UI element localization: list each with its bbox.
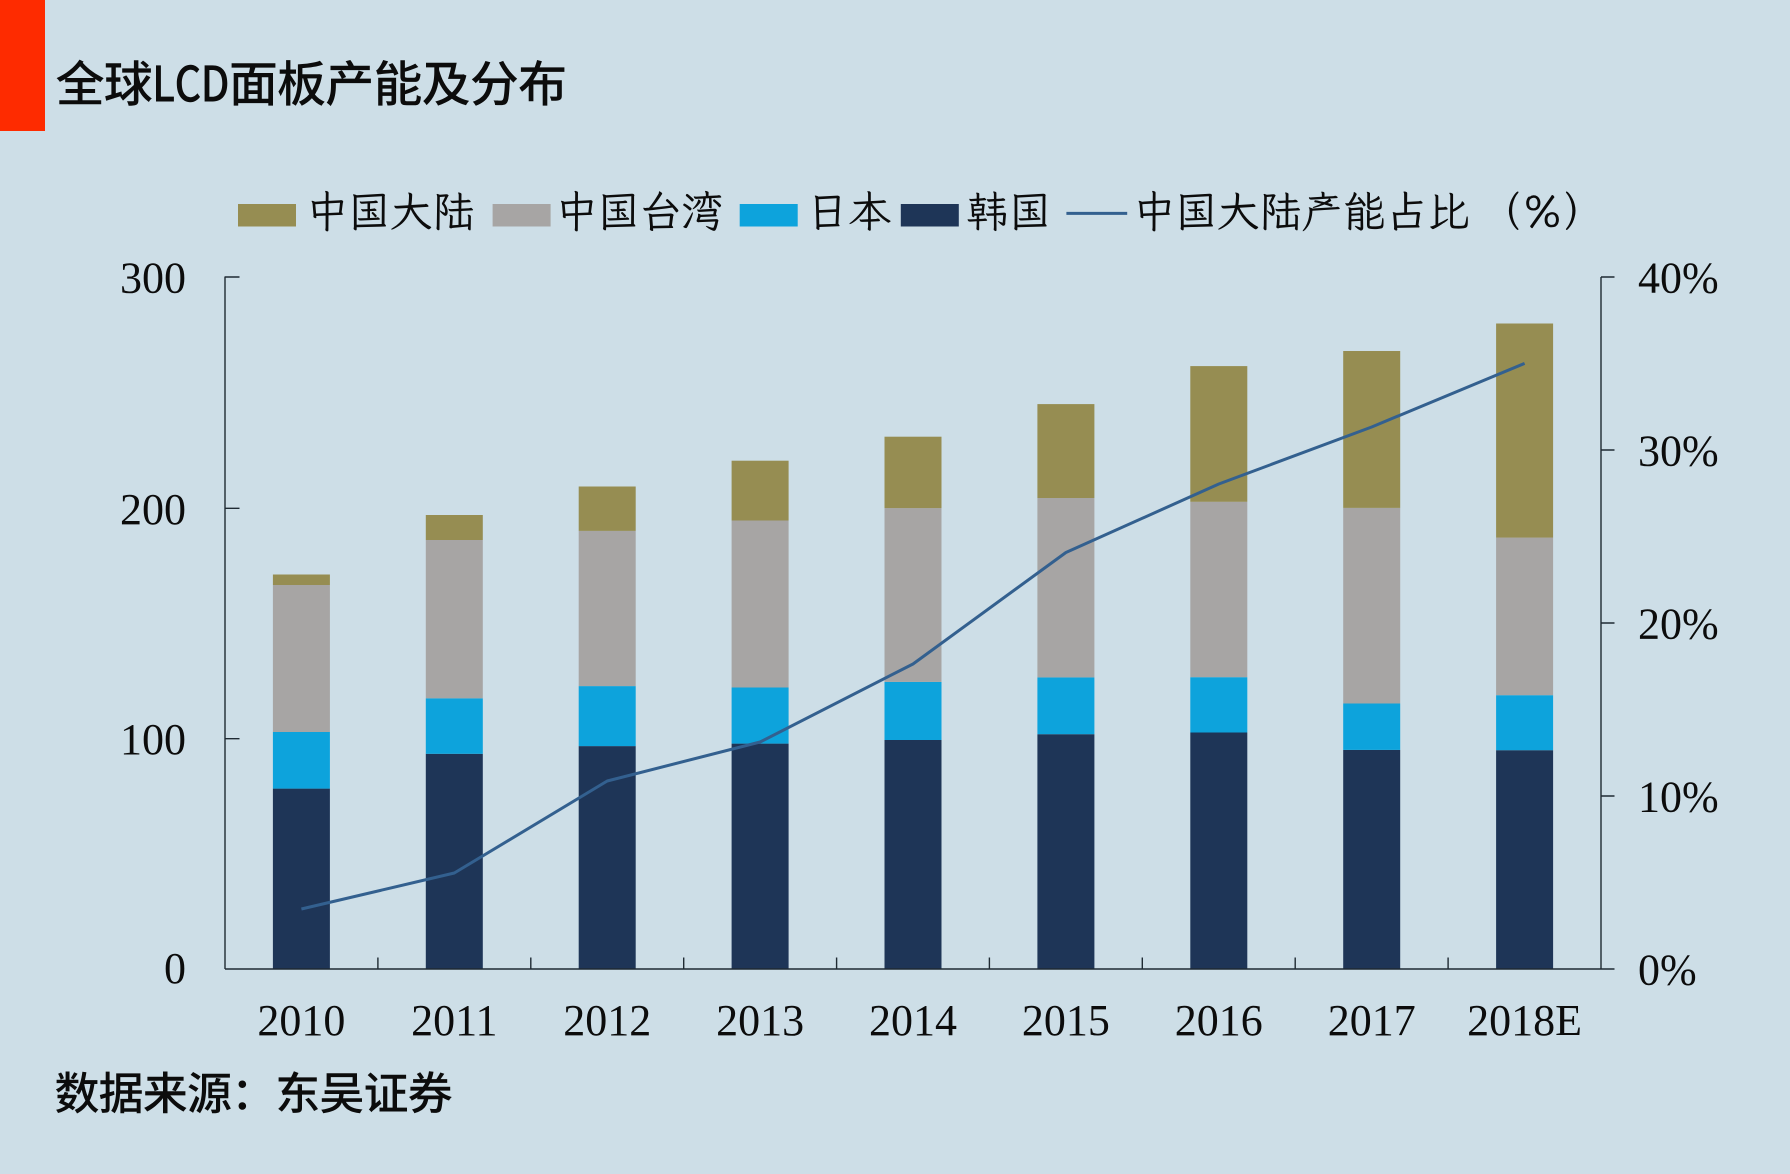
svg-text:200: 200	[120, 485, 186, 534]
svg-text:20%: 20%	[1638, 600, 1719, 649]
svg-text:0: 0	[164, 944, 186, 993]
svg-text:100: 100	[120, 715, 186, 764]
svg-text:2016: 2016	[1175, 996, 1263, 1045]
svg-text:2013: 2013	[716, 996, 804, 1045]
svg-text:2012: 2012	[563, 996, 651, 1045]
svg-text:0%: 0%	[1638, 946, 1697, 995]
svg-text:2017: 2017	[1328, 996, 1416, 1045]
svg-text:300: 300	[120, 254, 186, 303]
svg-text:2010: 2010	[257, 996, 345, 1045]
svg-text:2015: 2015	[1022, 996, 1110, 1045]
svg-text:40%: 40%	[1638, 254, 1719, 303]
svg-text:2011: 2011	[411, 996, 497, 1045]
svg-text:10%: 10%	[1638, 773, 1719, 822]
svg-text:30%: 30%	[1638, 427, 1719, 476]
svg-text:2014: 2014	[869, 996, 957, 1045]
svg-text:2018E: 2018E	[1467, 996, 1582, 1045]
